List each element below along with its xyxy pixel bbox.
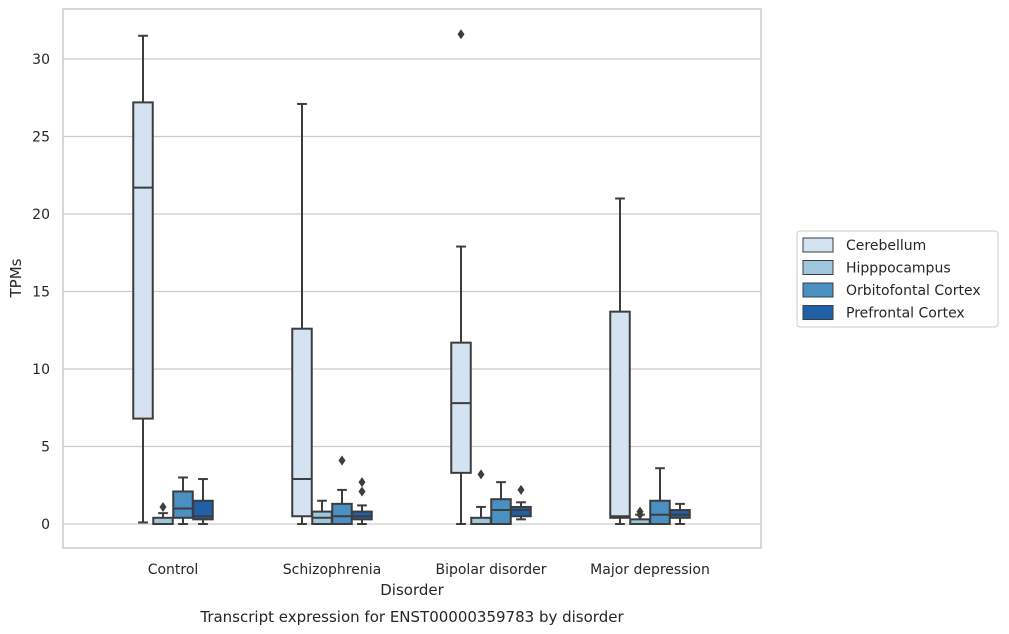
box-0-3: [609, 197, 631, 525]
legend-swatch: [802, 260, 834, 275]
x-tick-label: Control: [148, 562, 199, 578]
outlier-point: [477, 469, 485, 480]
legend-label: Cerebellum: [846, 238, 926, 254]
x-axis-label: Disorder: [380, 581, 444, 599]
box-3-0: [192, 478, 214, 525]
x-tick-labels: Control Schizophrenia Bipolar disorder Majo…: [148, 562, 710, 578]
legend-label: Prefrontal Cortex: [846, 306, 965, 322]
legend-swatch: [802, 305, 834, 320]
box-2-0: [172, 476, 194, 525]
y-tick-labels: 0 5 10 15 20 25 30: [32, 52, 50, 533]
box-body: [649, 499, 671, 525]
box-0-1: [291, 102, 313, 525]
legend-swatch: [802, 237, 834, 253]
box-body: [132, 101, 154, 420]
box-1-0: [152, 501, 174, 525]
y-tick-label: 5: [41, 440, 50, 456]
outlier-point: [457, 29, 465, 40]
box-3-1: [351, 477, 373, 525]
plot-frame: [62, 8, 762, 549]
box-body: [291, 327, 313, 518]
x-tick-label: Bipolar disorder: [435, 562, 546, 578]
outlier-point: [636, 509, 644, 520]
x-tick-label: Major depression: [590, 562, 710, 578]
legend-label: Hipppocampus: [846, 261, 951, 277]
outlier-point: [338, 455, 346, 466]
box-2-1: [331, 455, 353, 526]
y-tick-label: 25: [32, 130, 50, 146]
box-body: [192, 499, 214, 521]
legend-frame: [796, 230, 999, 328]
box-0-2: [450, 29, 472, 525]
legend-label: Orbitofontal Cortex: [846, 283, 981, 299]
box-body: [510, 505, 532, 518]
outlier-point: [358, 477, 366, 488]
box-1-1: [311, 499, 333, 526]
box-body: [172, 490, 194, 519]
legend-swatch: [802, 282, 834, 298]
outlier-point: [358, 486, 366, 497]
outlier-point: [159, 501, 167, 512]
y-tick-label: 30: [32, 52, 50, 68]
box-body: [331, 502, 353, 526]
y-tick-label: 0: [41, 517, 50, 533]
box-3-2: [510, 484, 532, 521]
box-body: [609, 310, 631, 519]
box-body: [490, 498, 512, 526]
y-axis-label: TPMs: [7, 258, 25, 298]
chart-caption: Transcript expression for ENST0000035978…: [199, 608, 624, 626]
box-2-2: [490, 481, 512, 526]
box-1-2: [470, 469, 492, 525]
y-tick-label: 20: [32, 207, 50, 223]
box-0-0: [132, 34, 154, 524]
box-groups: [132, 29, 691, 526]
x-tick-label: Schizophrenia: [283, 562, 381, 578]
legend: Cerebellum Hipppocampus Orbitofontal Corte…: [796, 230, 999, 328]
y-tick-label: 10: [32, 362, 50, 378]
y-tick-label: 15: [32, 285, 50, 301]
box-body: [450, 341, 472, 474]
outlier-point: [517, 484, 525, 495]
grid-lines: [63, 58, 761, 525]
box-3-3: [669, 502, 691, 525]
